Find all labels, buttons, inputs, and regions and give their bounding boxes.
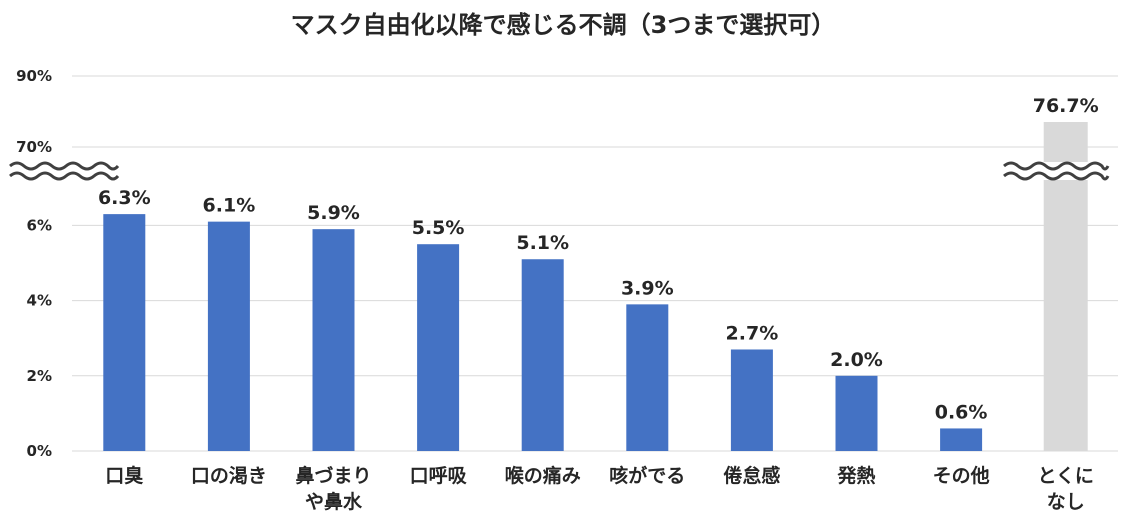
x-category-label: 喉の痛み — [505, 464, 581, 487]
y-tick-label: 2% — [27, 367, 52, 385]
x-category-label: その他 — [933, 464, 990, 487]
break-wave — [9, 161, 120, 171]
data-label: 5.1% — [516, 232, 569, 254]
data-label: 2.7% — [726, 322, 779, 344]
break-wave — [1003, 171, 1110, 181]
y-tick-label: 90% — [16, 67, 52, 85]
x-category-label: 鼻づまりや鼻水 — [295, 464, 371, 513]
bar — [730, 349, 773, 451]
data-label: 2.0% — [830, 349, 883, 371]
y-tick-label: 70% — [16, 138, 52, 156]
data-label: 76.7% — [1033, 95, 1099, 117]
axis-break-marks — [9, 161, 1110, 181]
bar — [626, 304, 669, 451]
break-wave — [9, 171, 120, 181]
x-axis-categories: 口臭 口の渇き 鼻づまりや鼻水 口呼吸 喉の痛み 咳がでる 倦怠感 発熱 その他 とくになし — [105, 464, 1094, 513]
bar — [940, 428, 983, 451]
x-category-label: 口臭 — [105, 464, 143, 487]
x-category-label: 口呼吸 — [410, 465, 468, 487]
data-label: 6.3% — [98, 187, 151, 209]
break-wave — [1003, 161, 1110, 171]
data-label: 0.6% — [935, 401, 988, 423]
x-category-label: 発熱 — [836, 464, 875, 487]
data-label: 5.9% — [307, 202, 360, 224]
bars — [103, 122, 1088, 451]
x-category-label: 口の渇き — [191, 465, 267, 487]
y-tick-label: 0% — [27, 442, 52, 460]
data-label: 3.9% — [621, 277, 674, 299]
bar — [521, 259, 564, 451]
bar — [312, 229, 355, 451]
data-labels: 6.3% 6.1% 5.9% 5.5% 5.1% 3.9% 2.7% 2.0% 0.6% 76.7… — [98, 95, 1099, 423]
bar — [103, 214, 146, 451]
bar — [835, 375, 878, 451]
y-axis-ticks: 0% 2% 4% 6% 70% 90% — [16, 67, 52, 460]
bar — [417, 244, 460, 451]
bar — [207, 221, 250, 451]
data-label: 5.5% — [412, 217, 465, 239]
x-category-label: 倦怠感 — [723, 464, 780, 487]
y-tick-label: 4% — [27, 292, 52, 310]
chart-title: マスク自由化以降で感じる不調（3つまで選択可） — [291, 11, 836, 39]
x-category-label: 咳がでる — [609, 464, 685, 487]
data-label: 6.1% — [203, 195, 256, 217]
x-category-label: とくになし — [1037, 465, 1093, 513]
y-tick-label: 6% — [27, 216, 52, 234]
